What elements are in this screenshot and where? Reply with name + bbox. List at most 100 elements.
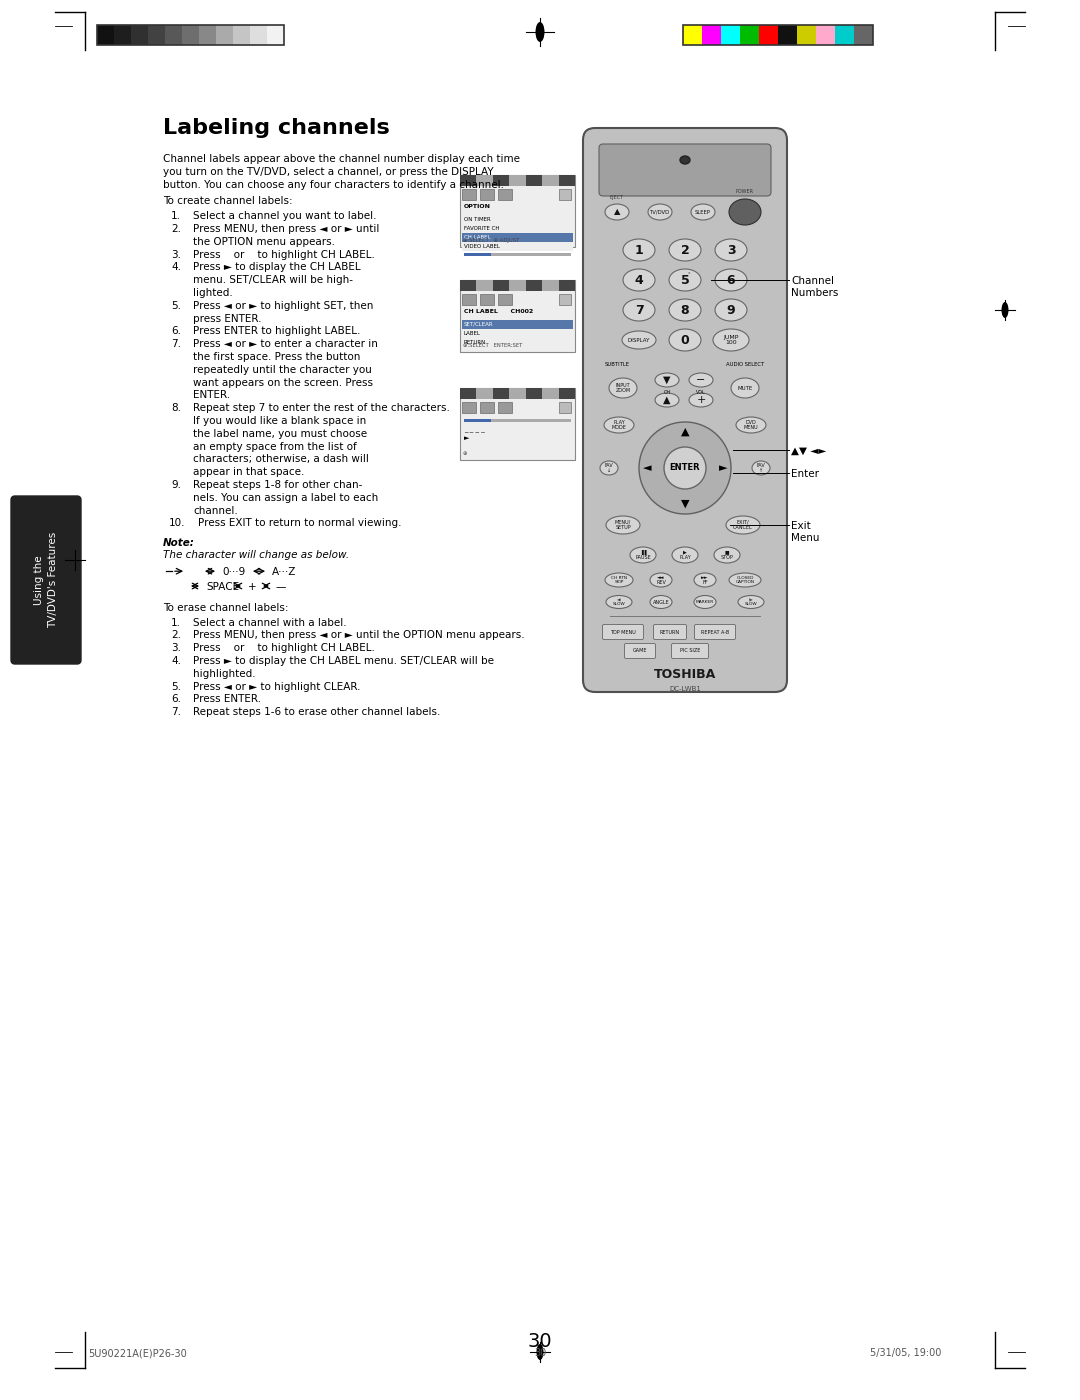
Ellipse shape — [713, 329, 750, 351]
Bar — [702, 25, 721, 45]
Ellipse shape — [650, 573, 672, 587]
Ellipse shape — [622, 330, 656, 349]
Text: 3: 3 — [727, 244, 735, 256]
Text: 3.: 3. — [171, 643, 181, 654]
Text: ▲: ▲ — [663, 395, 671, 405]
Text: VIDEO LABEL: VIDEO LABEL — [464, 244, 500, 249]
Ellipse shape — [648, 204, 672, 220]
Bar — [183, 25, 199, 45]
Text: ▲: ▲ — [613, 207, 620, 217]
Text: ◄: ◄ — [643, 463, 651, 473]
Bar — [460, 280, 575, 351]
Text: MUTE: MUTE — [738, 385, 753, 391]
Text: —: — — [276, 582, 286, 592]
Ellipse shape — [752, 461, 770, 475]
Text: ▼: ▼ — [663, 375, 671, 385]
Text: SLEEP: SLEEP — [696, 210, 711, 214]
Text: DC-LWB1: DC-LWB1 — [670, 686, 701, 692]
Text: ANGLE: ANGLE — [652, 599, 670, 605]
Ellipse shape — [715, 239, 747, 260]
Bar — [462, 242, 573, 251]
Text: ▼: ▼ — [680, 498, 689, 510]
Text: want appears on the screen. Press: want appears on the screen. Press — [193, 378, 373, 388]
Text: MENU/
SETUP: MENU/ SETUP — [615, 519, 631, 531]
Bar — [464, 419, 490, 421]
Ellipse shape — [623, 269, 654, 291]
Text: Press ► to display the CH LABEL: Press ► to display the CH LABEL — [193, 262, 361, 273]
Text: PIC SIZE: PIC SIZE — [679, 648, 700, 654]
Ellipse shape — [694, 573, 716, 587]
Text: CH RTN
SKIP: CH RTN SKIP — [611, 575, 627, 584]
Text: A···Z: A···Z — [272, 567, 296, 577]
Bar — [526, 175, 542, 186]
Ellipse shape — [689, 393, 713, 407]
Text: TOSHIBA: TOSHIBA — [653, 669, 716, 682]
Ellipse shape — [630, 547, 656, 563]
Bar — [233, 25, 249, 45]
Ellipse shape — [735, 417, 766, 433]
Text: Enter: Enter — [791, 469, 819, 479]
Text: the label name, you must choose: the label name, you must choose — [193, 428, 367, 438]
Text: 2.: 2. — [171, 630, 181, 640]
Text: 1.: 1. — [171, 617, 181, 627]
Text: ►►
FF: ►► FF — [701, 574, 708, 585]
Text: TOP MENU: TOP MENU — [610, 630, 636, 634]
Bar — [462, 321, 573, 329]
Bar — [683, 25, 873, 45]
Bar — [476, 175, 492, 186]
Text: POWER: POWER — [735, 189, 754, 195]
Text: EXIT/
CANCEL: EXIT/ CANCEL — [733, 519, 753, 531]
Ellipse shape — [604, 417, 634, 433]
Text: Press MENU, then press ◄ or ► until the OPTION menu appears.: Press MENU, then press ◄ or ► until the … — [193, 630, 525, 640]
Text: CH LABEL      CH002: CH LABEL CH002 — [464, 309, 534, 314]
Text: 9: 9 — [727, 304, 735, 316]
Text: RETURN: RETURN — [464, 340, 486, 344]
Text: Exit
Menu: Exit Menu — [791, 521, 820, 543]
Text: Channel labels appear above the channel number display each time: Channel labels appear above the channel … — [163, 154, 519, 164]
Bar — [835, 25, 854, 45]
Text: ENTER.: ENTER. — [193, 391, 230, 400]
Bar — [480, 402, 494, 413]
Text: 9.: 9. — [171, 480, 181, 490]
Text: 7: 7 — [635, 304, 644, 316]
Text: If you would like a blank space in: If you would like a blank space in — [193, 416, 366, 426]
Ellipse shape — [1001, 302, 1009, 318]
Ellipse shape — [71, 552, 79, 568]
Ellipse shape — [729, 573, 761, 587]
Ellipse shape — [726, 517, 760, 533]
Bar — [462, 232, 573, 242]
Text: Select a channel with a label.: Select a channel with a label. — [193, 617, 347, 627]
Bar — [114, 25, 131, 45]
Text: 7.: 7. — [171, 339, 181, 349]
Ellipse shape — [669, 329, 701, 351]
Text: RETURN: RETURN — [660, 630, 680, 634]
Ellipse shape — [680, 155, 690, 164]
Text: you turn on the TV/DVD, select a channel, or press the DISPLAY: you turn on the TV/DVD, select a channel… — [163, 167, 494, 176]
Text: 2: 2 — [680, 244, 689, 256]
Ellipse shape — [623, 300, 654, 321]
Bar — [464, 253, 571, 256]
Text: 5/31/05, 19:00: 5/31/05, 19:00 — [870, 1348, 942, 1358]
Bar — [165, 25, 183, 45]
Bar — [510, 388, 526, 399]
FancyBboxPatch shape — [653, 624, 687, 640]
Bar — [492, 388, 510, 399]
Text: EJECT: EJECT — [610, 195, 624, 200]
Bar — [480, 294, 494, 305]
Text: GAME: GAME — [633, 648, 647, 654]
Text: To erase channel labels:: To erase channel labels: — [163, 603, 288, 613]
Text: 1.: 1. — [171, 211, 181, 221]
Text: −: − — [697, 375, 705, 385]
Bar — [462, 337, 573, 347]
Ellipse shape — [609, 378, 637, 398]
FancyBboxPatch shape — [583, 127, 787, 692]
FancyBboxPatch shape — [603, 624, 644, 640]
Text: ▐▐
PAUSE: ▐▐ PAUSE — [635, 550, 651, 560]
Text: channel.: channel. — [193, 505, 238, 515]
Bar — [460, 175, 575, 246]
Bar — [542, 280, 558, 291]
Text: PLAY
MODE: PLAY MODE — [611, 420, 626, 430]
Bar — [498, 294, 512, 305]
Ellipse shape — [537, 1344, 543, 1359]
Bar — [510, 280, 526, 291]
